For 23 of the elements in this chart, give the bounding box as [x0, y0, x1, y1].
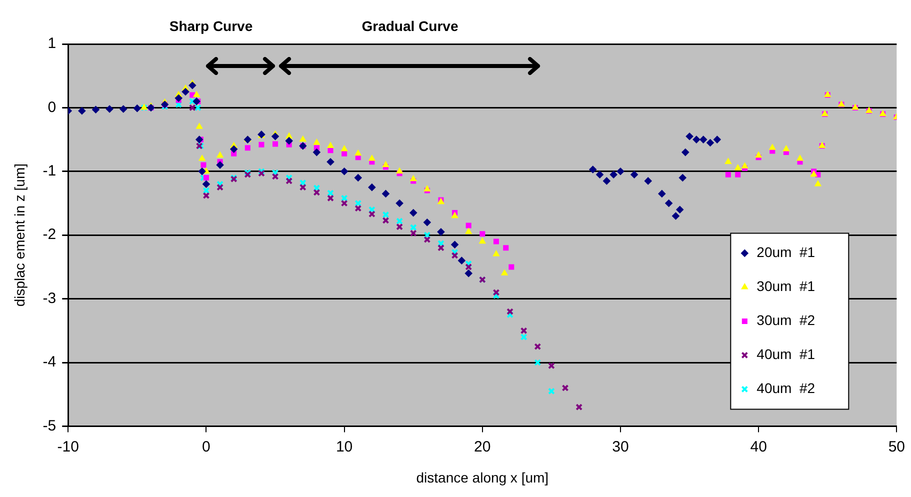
- x-tick-label: 10: [336, 438, 353, 456]
- y-axis-title: displac ement in z [um]: [11, 164, 28, 307]
- x-axis-title: distance along x [um]: [416, 469, 549, 486]
- y-tick-label: -3: [42, 290, 56, 307]
- y-tick-label: -2: [42, 226, 56, 244]
- text: Gradual Curve: [362, 18, 458, 34]
- legend-label: 30um #2: [756, 312, 816, 328]
- y-tick-label: 1: [48, 35, 56, 52]
- x-tick-label: 30: [612, 438, 629, 456]
- legend-label: 20um #1: [756, 244, 816, 260]
- text: Sharp Curve: [169, 18, 253, 34]
- x-tick-label: 40: [750, 438, 767, 456]
- legend-label: 30um #1: [756, 278, 816, 294]
- y-tick-label: -4: [42, 354, 56, 371]
- x-tick-label: -10: [57, 438, 79, 456]
- x-tick-label: 50: [888, 438, 905, 456]
- y-tick-label: -1: [42, 162, 56, 180]
- y-tick-label: 0: [48, 98, 56, 116]
- x-tick-label: 20: [474, 438, 491, 456]
- y-tick-label: -5: [42, 417, 56, 434]
- x-tick-label: 0: [202, 438, 210, 456]
- legend-label: 40um #1: [756, 346, 816, 362]
- legend-label: 40um #2: [756, 380, 816, 396]
